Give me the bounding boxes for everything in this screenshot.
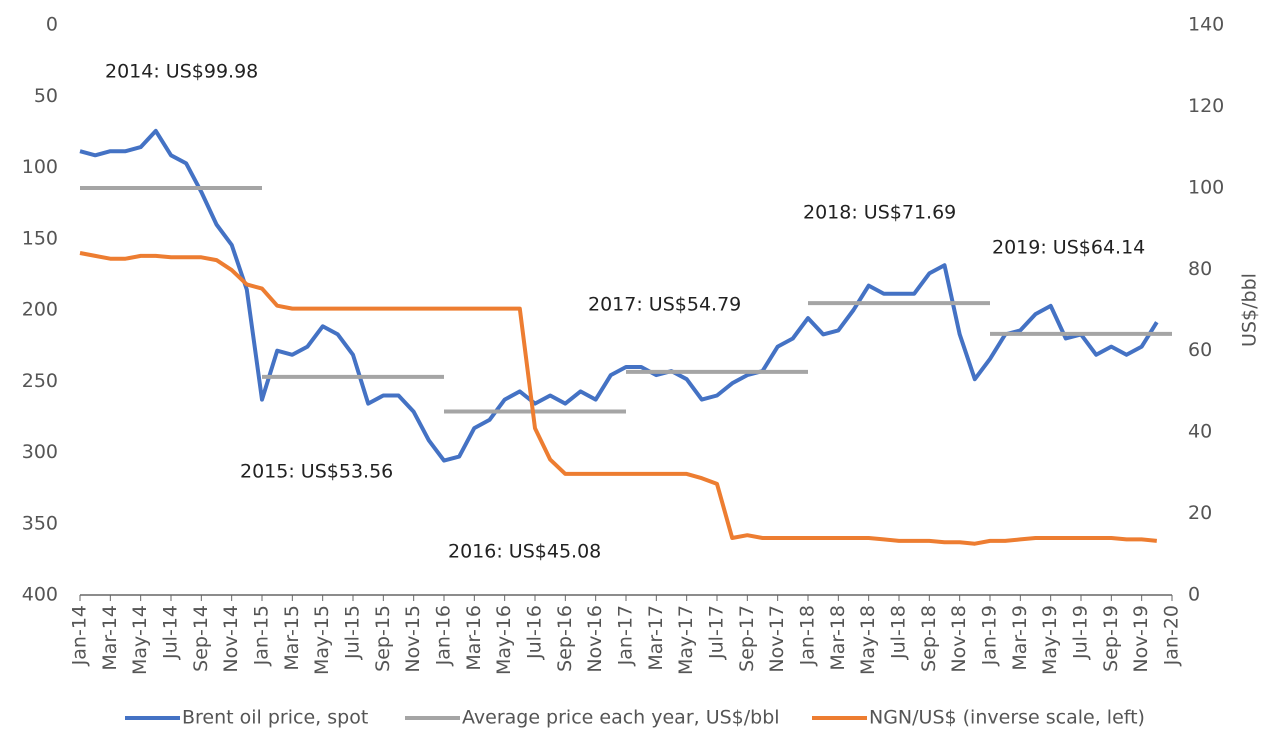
y-tick-label: 200 <box>22 299 58 321</box>
y2-tick-label: 100 <box>1188 176 1224 198</box>
legend-label: Average price each year, US$/bbl <box>462 707 780 729</box>
x-tick-label: Sep-16 <box>554 605 576 672</box>
x-tick-label: Mar-14 <box>99 605 121 671</box>
x-tick-label: Mar-15 <box>281 605 303 671</box>
x-tick-label: May-16 <box>493 605 515 675</box>
x-tick-label: Mar-18 <box>827 605 849 671</box>
y-tick-label: 250 <box>22 370 58 392</box>
x-tick-label: Jan-20 <box>1161 605 1183 666</box>
x-tick-label: May-18 <box>857 605 879 675</box>
x-tick-label: Mar-17 <box>645 605 667 671</box>
y2-tick-label: 40 <box>1188 421 1212 443</box>
annotation: 2014: US$99.98 <box>105 61 258 83</box>
y-tick-label: 100 <box>22 156 58 178</box>
x-tick-label: Jul-16 <box>524 605 546 660</box>
x-tick-label: Jan-14 <box>69 605 91 666</box>
x-tick-label: Sep-14 <box>190 605 212 672</box>
series-line <box>79 251 1157 546</box>
annotation: 2016: US$45.08 <box>448 541 601 563</box>
y-tick-label: 150 <box>22 227 58 249</box>
x-tick-label: Jul-17 <box>706 605 728 660</box>
x-tick-label: May-17 <box>675 605 697 675</box>
annotation: 2015: US$53.56 <box>240 461 393 483</box>
y2-tick-label: 120 <box>1188 95 1224 117</box>
x-tick-label: Jan-17 <box>615 605 637 666</box>
legend-label: NGN/US$ (inverse scale, left) <box>869 707 1145 729</box>
x-tick-label: Jan-18 <box>797 605 819 666</box>
x-tick-label: May-14 <box>129 605 151 675</box>
y2-tick-label: 0 <box>1188 584 1200 606</box>
x-tick-label: Nov-14 <box>220 605 242 673</box>
x-tick-label: Nov-18 <box>948 605 970 673</box>
y2-tick-label: 140 <box>1188 14 1224 36</box>
x-tick-label: Sep-18 <box>918 605 940 672</box>
x-tick-label: May-15 <box>311 605 333 675</box>
x-tick-label: Jan-15 <box>251 605 273 666</box>
annotation: 2018: US$71.69 <box>803 202 956 224</box>
y-tick-label: 350 <box>22 512 58 534</box>
series-line <box>79 128 1159 463</box>
x-tick-label: Mar-19 <box>1009 605 1031 671</box>
x-tick-label: Nov-15 <box>402 605 424 673</box>
annotation: 2017: US$54.79 <box>588 294 741 316</box>
y2-tick-label: 80 <box>1188 258 1212 280</box>
y-tick-label: 400 <box>22 584 58 606</box>
x-tick-label: Nov-16 <box>584 605 606 673</box>
x-tick-label: Sep-19 <box>1100 605 1122 672</box>
x-tick-label: Jul-18 <box>888 605 910 660</box>
x-tick-label: Jul-14 <box>160 605 182 660</box>
x-tick-label: May-19 <box>1039 605 1061 675</box>
y-tick-label: 300 <box>22 441 58 463</box>
legend-label: Brent oil price, spot <box>182 707 368 729</box>
x-tick-label: Nov-17 <box>766 605 788 673</box>
y2-tick-label: 60 <box>1188 339 1212 361</box>
x-tick-label: Mar-16 <box>463 605 485 671</box>
x-tick-label: Jul-15 <box>342 605 364 660</box>
y-tick-label: 0 <box>46 14 58 36</box>
y2-tick-label: 20 <box>1188 502 1212 524</box>
x-tick-label: Sep-15 <box>372 605 394 672</box>
x-tick-label: Sep-17 <box>736 605 758 672</box>
x-tick-label: Jul-19 <box>1070 605 1092 660</box>
y2-axis-label: US$/bbl <box>1239 273 1261 347</box>
x-tick-label: Nov-19 <box>1130 605 1152 673</box>
y-tick-label: 50 <box>34 85 58 107</box>
x-tick-label: Jan-19 <box>979 605 1001 666</box>
x-tick-label: Jan-16 <box>433 605 455 666</box>
annotation: 2019: US$64.14 <box>992 237 1145 259</box>
